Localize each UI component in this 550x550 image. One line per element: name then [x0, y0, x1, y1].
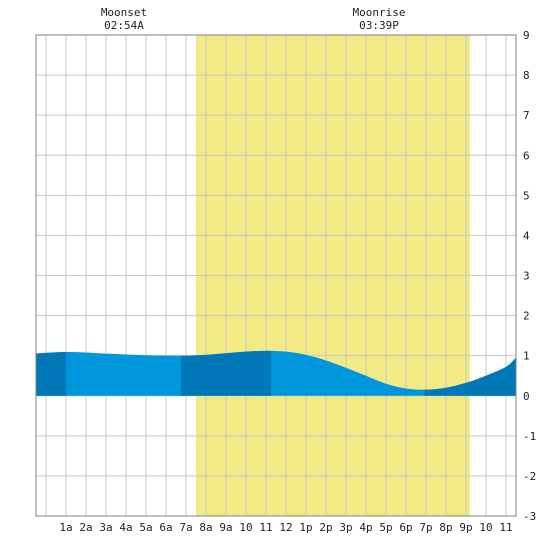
x-tick-label: 10 [239, 521, 252, 534]
x-tick-label: 1a [59, 521, 72, 534]
y-tick-label: -2 [523, 470, 536, 483]
moon-event-time: 03:39P [359, 19, 399, 32]
y-tick-label: 3 [523, 270, 530, 283]
y-tick-label: 8 [523, 69, 530, 82]
tide-dark-band [181, 350, 271, 396]
y-tick-label: -3 [523, 510, 536, 523]
y-tick-label: 7 [523, 109, 530, 122]
x-tick-label: 12 [279, 521, 292, 534]
x-tick-label: 3a [99, 521, 112, 534]
moon-event-time: 02:54A [104, 19, 144, 32]
x-tick-label: 5a [139, 521, 152, 534]
y-tick-label: 0 [523, 390, 530, 403]
y-tick-label: 9 [523, 29, 530, 42]
x-tick-label: 11 [499, 521, 512, 534]
y-tick-label: 1 [523, 350, 530, 363]
x-tick-label: 10 [479, 521, 492, 534]
y-tick-label: -1 [523, 430, 536, 443]
x-tick-label: 1p [299, 521, 312, 534]
x-tick-label: 2p [319, 521, 332, 534]
y-tick-label: 5 [523, 189, 530, 202]
plot-frame [35, 34, 517, 517]
x-tick-label: 7p [419, 521, 432, 534]
x-tick-label: 4a [119, 521, 132, 534]
x-tick-label: 5p [379, 521, 392, 534]
x-tick-label: 6p [399, 521, 412, 534]
y-tick-label: 6 [523, 149, 530, 162]
x-tick-label: 11 [259, 521, 272, 534]
x-tick-label: 2a [79, 521, 92, 534]
y-tick-label: 2 [523, 310, 530, 323]
x-tick-label: 6a [159, 521, 172, 534]
x-tick-label: 7a [179, 521, 192, 534]
moon-event-label: Moonrise [353, 6, 406, 19]
x-tick-label: 4p [359, 521, 372, 534]
y-tick-label: 4 [523, 229, 530, 242]
x-tick-label: 3p [339, 521, 352, 534]
x-tick-label: 8a [199, 521, 212, 534]
tide-area [36, 350, 516, 396]
moon-event-label: Moonset [101, 6, 147, 19]
tide-dark-band [36, 350, 66, 396]
x-tick-label: 9a [219, 521, 232, 534]
x-tick-label: 9p [459, 521, 472, 534]
x-tick-label: 8p [439, 521, 452, 534]
